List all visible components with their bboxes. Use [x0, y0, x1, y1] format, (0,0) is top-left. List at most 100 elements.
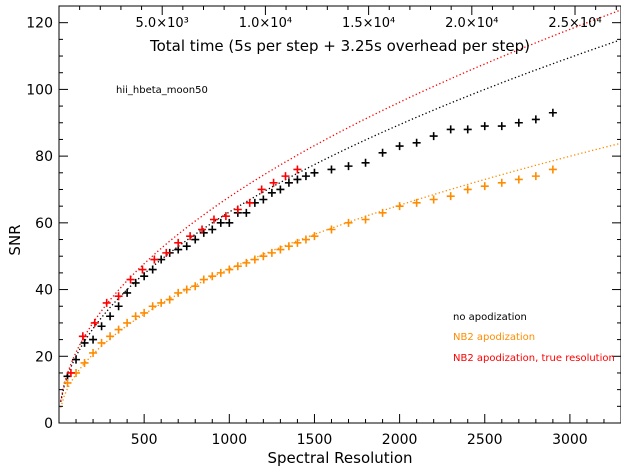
point-s1-25 [276, 245, 285, 254]
point-s2-6 [138, 265, 147, 274]
top-tick-label-0: 5.0×10³ [136, 16, 189, 31]
y-tick-label-100: 100 [26, 82, 53, 98]
point-s0-7 [123, 288, 132, 297]
point-s1-20 [233, 262, 242, 271]
point-s0-38 [463, 125, 472, 134]
point-s1-24 [267, 248, 276, 257]
point-s2-13 [221, 212, 230, 221]
point-s1-42 [531, 172, 540, 181]
point-s1-15 [191, 282, 200, 291]
point-s0-35 [412, 138, 421, 147]
x-tick-label-3000: 3000 [552, 432, 588, 448]
point-s1-34 [395, 202, 404, 211]
point-s1-12 [165, 295, 174, 304]
point-s1-10 [148, 302, 157, 311]
plot-area: 500 1000 1500 2000 2500 3000 0 20 40 60 80 100 120 5.… [26, 5, 621, 448]
point-s0-40 [497, 122, 506, 131]
point-s1-35 [412, 198, 421, 207]
point-s0-23 [259, 195, 268, 204]
point-s1-32 [361, 215, 370, 224]
point-s1-8 [131, 312, 140, 321]
x-tick-label-2000: 2000 [382, 432, 418, 448]
point-s1-30 [327, 225, 336, 234]
point-s1-37 [446, 192, 455, 201]
point-s0-33 [378, 148, 387, 157]
point-s1-4 [97, 338, 106, 347]
point-s1-29 [310, 232, 319, 241]
point-s0-27 [293, 175, 302, 184]
point-s0-37 [446, 125, 455, 134]
x-tick-label-1000: 1000 [211, 432, 247, 448]
point-s1-23 [259, 252, 268, 261]
point-s2-9 [174, 238, 183, 247]
point-s0-31 [344, 162, 353, 171]
point-s2-10 [186, 232, 195, 241]
point-s0-29 [310, 168, 319, 177]
point-s0-8 [131, 278, 140, 287]
point-s2-3 [102, 298, 111, 307]
point-s1-26 [284, 242, 293, 251]
point-s2-14 [233, 205, 242, 214]
point-s0-19 [225, 218, 234, 227]
point-s1-16 [199, 275, 208, 284]
point-s0-43 [548, 108, 557, 117]
point-s0-26 [284, 178, 293, 187]
point-s1-40 [497, 178, 506, 187]
top-axis-title: Total time (5s per step + 3.25s overhead… [149, 37, 530, 55]
point-s1-3 [89, 348, 98, 357]
point-s0-5 [106, 312, 115, 321]
point-s1-6 [114, 325, 123, 334]
point-s0-17 [208, 225, 217, 234]
top-tick-label-2: 1.5×10⁴ [342, 16, 395, 31]
point-s2-1 [78, 332, 87, 341]
point-s1-27 [293, 238, 302, 247]
axes-frame [58, 5, 621, 424]
point-s2-5 [126, 275, 135, 284]
point-s1-9 [140, 308, 149, 317]
point-s2-2 [90, 318, 99, 327]
point-s1-2 [80, 358, 89, 367]
point-s0-18 [216, 218, 225, 227]
point-s1-33 [378, 208, 387, 217]
point-s0-1 [72, 355, 81, 364]
point-s1-19 [225, 265, 234, 274]
fit-curve-2 [60, 9, 620, 402]
point-s1-31 [344, 218, 353, 227]
point-s0-28 [301, 172, 310, 181]
legend-label-nb2-apodization: NB2 apodization [453, 332, 535, 343]
point-s2-17 [269, 178, 278, 187]
point-s1-14 [182, 285, 191, 294]
point-s1-13 [174, 288, 183, 297]
y-axis-title: SNR [6, 224, 24, 255]
point-s0-39 [480, 122, 489, 131]
point-s1-0 [63, 378, 72, 387]
point-s2-7 [150, 255, 159, 264]
point-s1-17 [208, 272, 217, 281]
point-s1-7 [123, 318, 132, 327]
y-tick-label-20: 20 [35, 349, 53, 365]
point-s0-10 [148, 265, 157, 274]
point-s2-19 [293, 165, 302, 174]
point-s1-28 [301, 235, 310, 244]
point-s2-8 [162, 248, 171, 257]
x-tick-label-1500: 1500 [297, 432, 333, 448]
point-s0-6 [114, 302, 123, 311]
top-tick-label-3: 2.0×10⁴ [445, 16, 498, 31]
point-s0-13 [174, 245, 183, 254]
point-s0-2 [80, 338, 89, 347]
point-s0-3 [89, 335, 98, 344]
point-s2-11 [198, 225, 207, 234]
point-s1-43 [548, 165, 557, 174]
point-s1-21 [242, 258, 251, 267]
point-s1-41 [514, 175, 523, 184]
y-tick-label-80: 80 [35, 149, 53, 165]
point-s0-24 [267, 188, 276, 197]
point-s0-34 [395, 142, 404, 151]
point-s2-18 [281, 172, 290, 181]
point-s1-38 [463, 185, 472, 194]
fit-curve-0 [60, 39, 620, 403]
point-s0-9 [140, 272, 149, 281]
point-s0-32 [361, 158, 370, 167]
point-s2-4 [114, 292, 123, 301]
